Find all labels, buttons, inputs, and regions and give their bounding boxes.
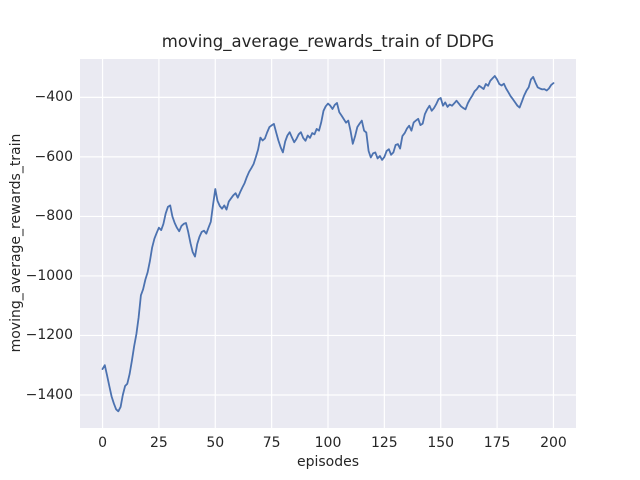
y-tick-labels: −400 −600 −800 −1000 −1200 −1400 [0, 0, 80, 480]
x-tick-label: 0 [98, 435, 107, 451]
x-tick-label: 150 [427, 435, 455, 451]
x-tick-label: 25 [149, 435, 168, 451]
y-tick-label: −400 [34, 89, 73, 106]
x-tick-label: 200 [540, 435, 567, 451]
y-tick-label: −1000 [25, 267, 73, 284]
x-tick-labels: 0 25 50 75 100 125 150 175 200 [0, 436, 640, 452]
x-tick-label: 50 [206, 435, 225, 451]
x-axis-label: episodes [296, 454, 360, 470]
x-tick-label: 175 [483, 435, 511, 451]
y-tick-label: −800 [34, 208, 73, 225]
x-tick-label: 75 [262, 435, 281, 451]
x-tick-label: 125 [370, 435, 398, 451]
chart-title: moving_average_rewards_train of DDPG [161, 32, 495, 51]
y-tick-label: −600 [34, 148, 73, 165]
x-tick-label: 100 [314, 435, 342, 451]
data-line [101, 75, 555, 413]
y-tick-label: −1200 [25, 327, 73, 344]
y-axis-label: moving_average_rewards_train [8, 133, 24, 353]
y-tick-label: −1400 [25, 386, 73, 403]
